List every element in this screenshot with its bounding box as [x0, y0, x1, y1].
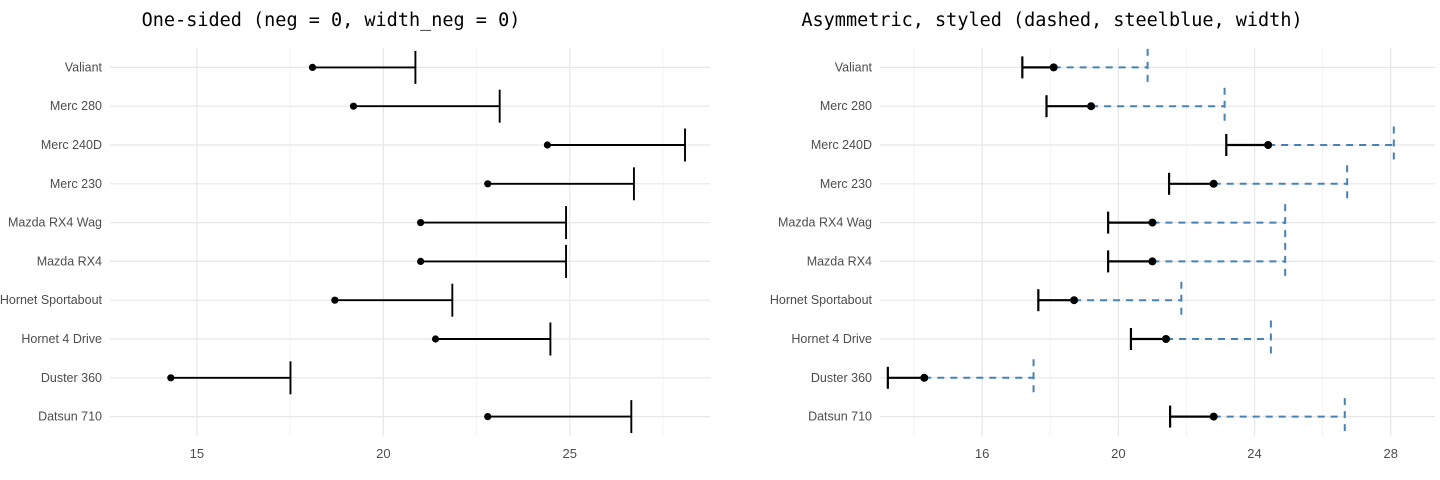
category-label: Datsun 710 — [808, 410, 872, 424]
errorbar-row — [331, 283, 454, 317]
errorbar-row — [886, 359, 1035, 397]
category-label: Valiant — [65, 60, 103, 74]
category-label: Datsun 710 — [38, 410, 102, 424]
data-point — [1148, 218, 1157, 227]
data-point — [1148, 257, 1157, 266]
category-label: Hornet Sportabout — [0, 293, 103, 307]
errorbar-row — [431, 322, 552, 356]
data-point — [417, 219, 425, 227]
category-label: Hornet 4 Drive — [791, 332, 872, 346]
category-label: Duster 360 — [41, 371, 102, 385]
errorbar-row — [308, 50, 417, 84]
category-label: Hornet 4 Drive — [21, 332, 102, 346]
category-label: Merc 230 — [820, 177, 872, 191]
data-point — [1070, 296, 1079, 305]
errorbar-row — [1107, 204, 1287, 242]
errorbar-row — [349, 89, 501, 123]
data-point — [349, 102, 358, 110]
x-tick-label: 24 — [1247, 446, 1261, 461]
category-label: Merc 240D — [811, 138, 872, 152]
category-label: Mazda RX4 — [37, 254, 102, 268]
data-point — [484, 413, 492, 421]
data-point — [1162, 335, 1171, 343]
data-point — [308, 63, 317, 71]
errorbar-row — [417, 244, 568, 278]
category-label: Merc 280 — [50, 99, 102, 113]
data-point — [1264, 141, 1273, 149]
errorbar-row — [417, 206, 568, 240]
category-label: Merc 240D — [41, 138, 102, 152]
x-tick-label: 20 — [1111, 446, 1125, 461]
data-point — [1087, 102, 1096, 111]
errorbar-row — [1021, 48, 1149, 86]
category-label: Duster 360 — [811, 371, 872, 385]
x-tick-label: 25 — [563, 446, 577, 461]
category-label: Mazda RX4 Wag — [778, 216, 872, 230]
data-point — [484, 180, 492, 188]
x-tick-label: 20 — [376, 446, 390, 461]
panel-right: Valiant Merc 280 Merc 240D Merc 230 Mazda RX… — [770, 48, 1435, 461]
errorbar-row — [1107, 242, 1287, 280]
errorbar-row — [484, 400, 633, 434]
errorbar-row — [1037, 281, 1183, 319]
x-tick-label: 28 — [1384, 446, 1398, 461]
data-point — [920, 373, 929, 382]
data-point — [543, 141, 552, 149]
category-label: Valiant — [835, 60, 873, 74]
data-point — [1209, 179, 1218, 188]
category-label: Mazda RX4 Wag — [8, 216, 102, 230]
errorbar-row — [1129, 320, 1272, 358]
data-point — [1049, 63, 1058, 72]
panel-left: Valiant Merc 280 Merc 240D Merc 230 Mazda RX… — [0, 48, 710, 461]
errorbar-row — [1168, 398, 1346, 436]
category-label: Merc 280 — [820, 99, 872, 113]
data-point — [167, 374, 175, 382]
data-point — [1209, 412, 1218, 421]
errorbar-row — [1225, 126, 1395, 164]
errorbar-row — [1167, 165, 1349, 203]
category-label: Mazda RX4 — [807, 254, 872, 268]
category-label: Hornet Sportabout — [770, 293, 873, 307]
x-tick-label: 15 — [190, 446, 204, 461]
data-point — [431, 335, 440, 343]
x-tick-label: 16 — [975, 446, 989, 461]
errorbar-row — [543, 128, 686, 162]
left-plot-title: One-sided (neg = 0, width_neg = 0) — [141, 10, 521, 31]
data-point — [331, 296, 339, 304]
right-plot-title: Asymmetric, styled (dashed, steelblue, w… — [801, 10, 1303, 31]
category-label: Merc 230 — [50, 177, 102, 191]
data-point — [417, 257, 425, 265]
errorbar-row — [484, 167, 635, 201]
errorbar-row — [167, 361, 292, 395]
errorbar-row — [1045, 87, 1226, 125]
